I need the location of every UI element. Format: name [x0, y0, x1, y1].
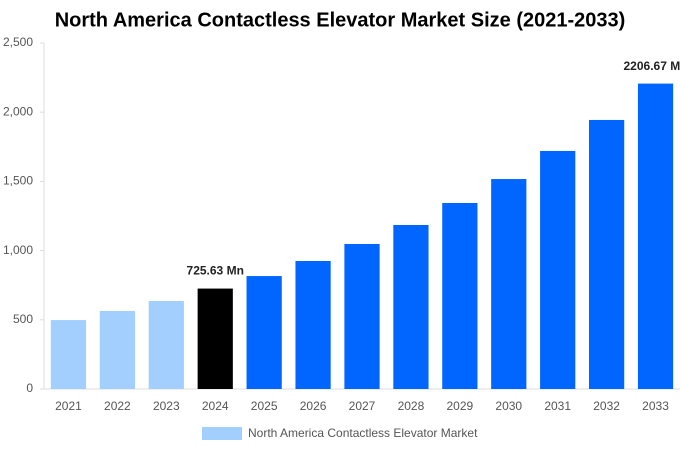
- y-tick-label: 0: [26, 381, 33, 395]
- bar: [197, 288, 233, 389]
- x-tick-label: 2027: [349, 399, 376, 413]
- x-tick-label: 2029: [446, 399, 473, 413]
- x-tick-label: 2031: [544, 399, 571, 413]
- x-tick-label: 2022: [104, 399, 131, 413]
- bar: [344, 243, 380, 389]
- bar: [491, 179, 527, 389]
- x-tick-label: 2023: [153, 399, 180, 413]
- bar: [540, 150, 576, 389]
- legend-swatch: [202, 427, 242, 440]
- x-tick-label: 2030: [495, 399, 522, 413]
- x-tick-label: 2025: [251, 399, 278, 413]
- value-label: 725.63 Mn: [187, 264, 244, 278]
- legend-label: North America Contactless Elevator Marke…: [248, 426, 478, 440]
- y-tick-label: 2,000: [3, 104, 33, 118]
- bar: [50, 320, 87, 389]
- y-tick-label: 500: [13, 312, 33, 326]
- x-tick-label: 2021: [55, 399, 82, 413]
- bar: [589, 119, 625, 389]
- bar: [246, 276, 282, 389]
- x-tick-label: 2028: [398, 399, 425, 413]
- x-tick-label: 2033: [642, 399, 669, 413]
- bar: [148, 300, 184, 389]
- y-tick-label: 2,500: [3, 35, 33, 49]
- bar: [442, 202, 478, 389]
- x-tick-label: 2032: [593, 399, 620, 413]
- bar: [393, 224, 429, 389]
- x-tick-label: 2024: [202, 399, 229, 413]
- x-tick-label: 2026: [300, 399, 327, 413]
- y-tick-label: 1,000: [3, 243, 33, 257]
- value-label: 2206.67 Mn: [624, 59, 680, 73]
- bar: [295, 260, 331, 389]
- bar: [637, 83, 674, 390]
- y-tick-label: 1,500: [3, 174, 33, 188]
- chart-title: North America Contactless Elevator Marke…: [55, 9, 626, 31]
- bar: [99, 310, 135, 389]
